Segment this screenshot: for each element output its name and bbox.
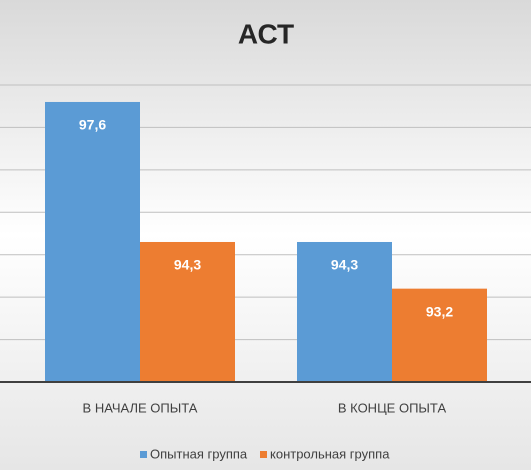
data-label: 94,3: [174, 257, 201, 273]
data-label: 93,2: [426, 303, 453, 319]
x-tick-label: В КОНЦЕ ОПЫТА: [338, 400, 447, 415]
legend-label: Опытная группа: [150, 446, 248, 461]
legend-label: контрольная группа: [270, 446, 390, 461]
bar: [140, 241, 235, 382]
legend-swatch: [140, 451, 147, 458]
chart-title: АСТ: [238, 18, 294, 49]
bar: [45, 101, 140, 382]
legend-swatch: [260, 451, 267, 458]
data-label: 94,3: [331, 257, 358, 273]
bar: [297, 241, 392, 382]
x-tick-label: В НАЧАЛЕ ОПЫТА: [83, 400, 198, 415]
bar: [392, 288, 487, 382]
data-label: 97,6: [79, 117, 106, 133]
